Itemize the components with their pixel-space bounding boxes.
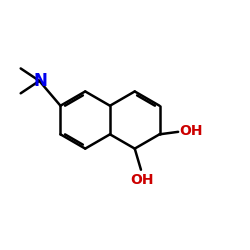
Text: N: N	[34, 72, 48, 90]
Text: OH: OH	[180, 124, 203, 138]
Text: OH: OH	[130, 173, 154, 187]
